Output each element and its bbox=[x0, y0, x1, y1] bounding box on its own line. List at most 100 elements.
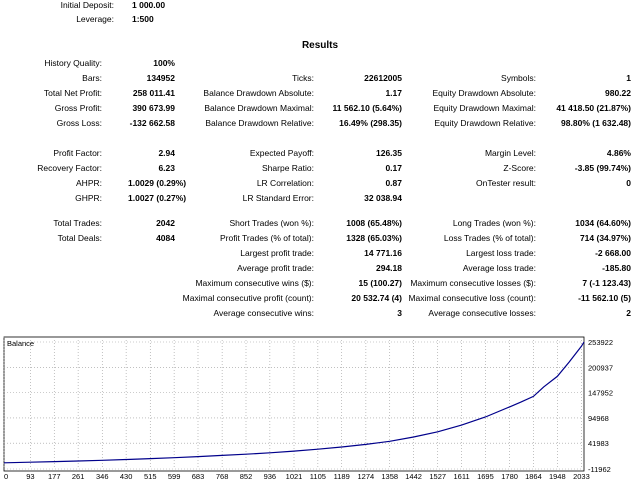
x-tick-label-5: 430 bbox=[120, 472, 133, 480]
x-tick-label-22: 1864 bbox=[525, 472, 542, 480]
col3-label-4: Margin Level: bbox=[484, 148, 536, 158]
x-tick-label-16: 1358 bbox=[381, 472, 398, 480]
x-tick-label-7: 599 bbox=[168, 472, 181, 480]
col2-label-6: LR Correlation: bbox=[256, 178, 314, 188]
x-tick-label-3: 261 bbox=[72, 472, 85, 480]
col1-label-3: Gross Profit: bbox=[54, 103, 102, 113]
col1-value-1: 134952 bbox=[146, 73, 175, 83]
col3-label-0: Symbols: bbox=[501, 73, 536, 83]
col3-label-5: Z-Score: bbox=[503, 163, 536, 173]
col1-label-0: History Quality: bbox=[44, 58, 102, 68]
col2-value-0: 22612005 bbox=[364, 73, 402, 83]
x-tick-label-17: 1442 bbox=[405, 472, 422, 480]
col3-label-10: Average loss trade: bbox=[462, 263, 536, 273]
y-tick-label-0: 253922 bbox=[588, 338, 613, 347]
col2-label-13: Maximal consecutive profit (count): bbox=[182, 293, 314, 303]
col3-label-9: Largest loss trade: bbox=[466, 248, 536, 258]
x-tick-label-4: 346 bbox=[96, 472, 109, 480]
col3-label-1: Equity Drawdown Absolute: bbox=[432, 88, 536, 98]
col3-value-2: 41 418.50 (21.87%) bbox=[556, 103, 631, 113]
col2-label-9: Profit Trades (% of total): bbox=[219, 233, 314, 243]
col1-label-1: Bars: bbox=[82, 73, 102, 83]
col1-value-2: 258 011.41 bbox=[132, 88, 175, 98]
x-tick-label-0: 0 bbox=[4, 472, 8, 480]
x-tick-label-12: 1021 bbox=[286, 472, 303, 480]
col2-value-5: 0.17 bbox=[385, 163, 402, 173]
col2-value-13: 20 532.74 (4) bbox=[351, 293, 402, 303]
x-tick-label-2: 177 bbox=[48, 472, 61, 480]
y-tick-label-3: 94968 bbox=[588, 414, 609, 423]
col2-value-10: 14 771.16 bbox=[364, 248, 402, 258]
chart-title: Balance bbox=[7, 339, 34, 348]
col1-label-2: Total Net Profit: bbox=[43, 88, 102, 98]
col1-label-5: Profit Factor: bbox=[53, 148, 102, 158]
col1-value-6: 6.23 bbox=[158, 163, 175, 173]
col2-label-0: Ticks: bbox=[292, 73, 314, 83]
balance-series-line bbox=[3, 341, 585, 464]
col3-label-13: Average consecutive losses: bbox=[428, 308, 536, 318]
col2-value-14: 3 bbox=[397, 308, 402, 318]
initial-deposit-label: Initial Deposit: bbox=[60, 0, 114, 10]
x-tick-label-20: 1695 bbox=[477, 472, 494, 480]
col2-label-14: Average consecutive wins: bbox=[213, 308, 314, 318]
col3-label-12: Maximal consecutive loss (count): bbox=[408, 293, 536, 303]
col2-value-8: 1008 (65.48%) bbox=[346, 218, 402, 228]
col3-value-1: 980.22 bbox=[605, 88, 631, 98]
col2-label-5: Sharpe Ratio: bbox=[262, 163, 314, 173]
col1-label-9: Total Trades: bbox=[53, 218, 102, 228]
initial-deposit-value: 1 000.00 bbox=[132, 0, 166, 10]
col2-label-11: Average profit trade: bbox=[237, 263, 314, 273]
col3-value-0: 1 bbox=[626, 73, 631, 83]
col2-value-4: 126.35 bbox=[376, 148, 402, 158]
col3-value-5: -3.85 (99.74%) bbox=[574, 163, 631, 173]
chart-grid bbox=[3, 337, 584, 470]
col3-value-4: 4.86% bbox=[606, 148, 631, 158]
x-tick-label-21: 1780 bbox=[501, 472, 518, 480]
col2-label-7: LR Standard Error: bbox=[242, 193, 314, 203]
col1-value-4: -132 662.58 bbox=[129, 118, 175, 128]
col2-value-1: 1.17 bbox=[385, 88, 402, 98]
x-tick-label-14: 1189 bbox=[334, 472, 350, 480]
x-tick-label-1: 93 bbox=[26, 472, 34, 480]
col1-label-6: Recovery Factor: bbox=[37, 163, 102, 173]
col2-label-8: Short Trades (won %): bbox=[229, 218, 314, 228]
x-tick-label-24: 2033 bbox=[573, 472, 590, 480]
col1-value-9: 2042 bbox=[156, 218, 175, 228]
col2-label-10: Largest profit trade: bbox=[240, 248, 314, 258]
col3-value-12: -11 562.10 (5) bbox=[578, 293, 631, 303]
col2-value-3: 16.49% (298.35) bbox=[339, 118, 402, 128]
col1-label-10: Total Deals: bbox=[57, 233, 102, 243]
col2-label-1: Balance Drawdown Absolute: bbox=[203, 88, 314, 98]
results-title: Results bbox=[301, 40, 339, 51]
balance-chart: Balance 253922 200937 147952 94968 41983 -119… bbox=[0, 336, 640, 480]
col3-value-13: 2 bbox=[626, 308, 631, 318]
col1-value-8: 1.0027 (0.27%) bbox=[128, 193, 187, 203]
x-axis-ticks: 0 93 177 261 346 430 515 599 683 768 852 936 1021 110… bbox=[4, 472, 590, 480]
col2-value-11: 294.18 bbox=[376, 263, 402, 273]
x-tick-label-15: 1274 bbox=[358, 472, 375, 480]
x-tick-label-23: 1948 bbox=[549, 472, 566, 480]
col3-label-11: Maximum consecutive losses ($): bbox=[410, 278, 536, 288]
x-tick-label-6: 515 bbox=[144, 472, 157, 480]
col3-value-6: 0 bbox=[626, 178, 631, 188]
balance-chart-svg: Balance 253922 200937 147952 94968 41983 -119… bbox=[3, 336, 613, 480]
col2-value-7: 32 038.94 bbox=[364, 193, 402, 203]
col3-label-2: Equity Drawdown Maximal: bbox=[433, 103, 536, 113]
leverage-value: 1:500 bbox=[132, 14, 154, 24]
col1-value-3: 390 673.99 bbox=[132, 103, 175, 113]
col3-value-7: 1034 (64.60%) bbox=[575, 218, 631, 228]
x-tick-label-8: 683 bbox=[192, 472, 205, 480]
y-tick-label-2: 147952 bbox=[588, 389, 613, 398]
x-tick-label-19: 1611 bbox=[454, 472, 470, 480]
col3-value-9: -2 668.00 bbox=[595, 248, 631, 258]
col1-value-5: 2.94 bbox=[158, 148, 175, 158]
col3-label-7: Long Trades (won %): bbox=[452, 218, 536, 228]
col3-label-3: Equity Drawdown Relative: bbox=[434, 118, 536, 128]
y-tick-label-1: 200937 bbox=[588, 363, 613, 372]
col3-value-3: 98.80% (1 632.48) bbox=[561, 118, 631, 128]
col1-value-7: 1.0029 (0.29%) bbox=[128, 178, 187, 188]
col1-label-7: AHPR: bbox=[76, 178, 102, 188]
col2-label-2: Balance Drawdown Maximal: bbox=[204, 103, 314, 113]
col2-value-6: 0.87 bbox=[385, 178, 402, 188]
col2-value-9: 1328 (65.03%) bbox=[346, 233, 402, 243]
